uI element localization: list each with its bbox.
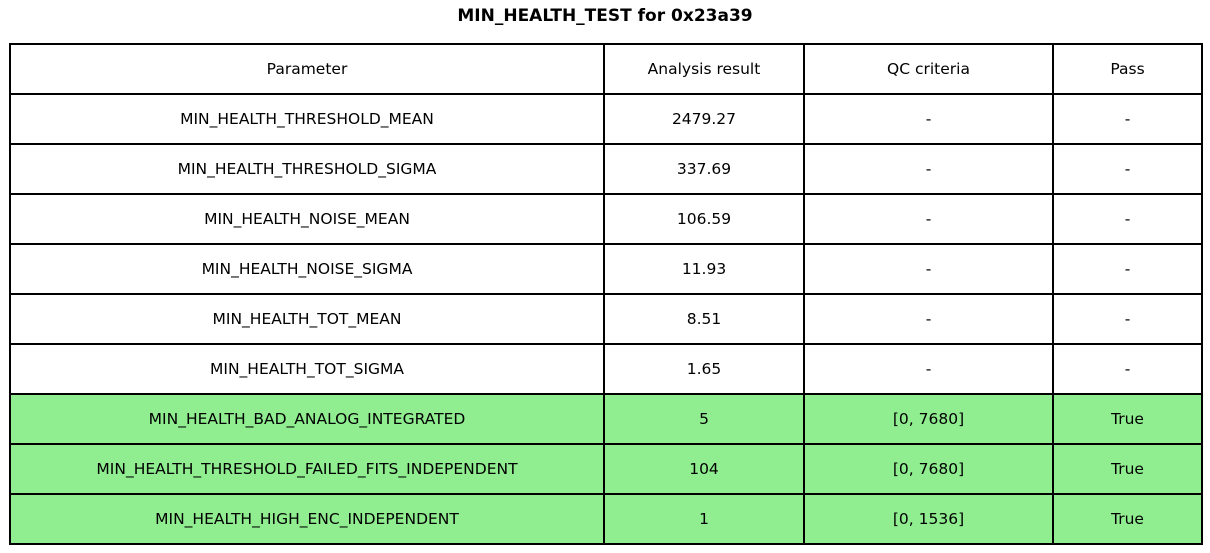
cell-pass: True [1052,443,1203,495]
qc-results-table: Parameter Analysis result QC criteria Pa… [9,43,1203,545]
cell-parameter: MIN_HEALTH_HIGH_ENC_INDEPENDENT [9,493,605,545]
table-row: MIN_HEALTH_THRESHOLD_MEAN 2479.27 - - [9,93,1203,145]
cell-qc-criteria: - [803,243,1054,295]
cell-analysis-result: 8.51 [603,293,805,345]
cell-parameter: MIN_HEALTH_BAD_ANALOG_INTEGRATED [9,393,605,445]
cell-pass: - [1052,293,1203,345]
column-header-pass: Pass [1052,43,1203,95]
cell-analysis-result: 104 [603,443,805,495]
cell-pass: - [1052,143,1203,195]
cell-pass: True [1052,493,1203,545]
cell-pass: - [1052,193,1203,245]
cell-pass: True [1052,393,1203,445]
cell-qc-criteria: [0, 7680] [803,393,1054,445]
table-row: MIN_HEALTH_TOT_MEAN 8.51 - - [9,293,1203,345]
cell-analysis-result: 11.93 [603,243,805,295]
cell-parameter: MIN_HEALTH_TOT_MEAN [9,293,605,345]
cell-qc-criteria: - [803,93,1054,145]
cell-qc-criteria: - [803,193,1054,245]
table-row-pass: MIN_HEALTH_HIGH_ENC_INDEPENDENT 1 [0, 15… [9,493,1203,545]
cell-parameter: MIN_HEALTH_NOISE_SIGMA [9,243,605,295]
table-row: MIN_HEALTH_NOISE_MEAN 106.59 - - [9,193,1203,245]
cell-parameter: MIN_HEALTH_THRESHOLD_SIGMA [9,143,605,195]
table-row-pass: MIN_HEALTH_BAD_ANALOG_INTEGRATED 5 [0, 7… [9,393,1203,445]
cell-analysis-result: 2479.27 [603,93,805,145]
cell-qc-criteria: - [803,293,1054,345]
column-header-parameter: Parameter [9,43,605,95]
cell-parameter: MIN_HEALTH_NOISE_MEAN [9,193,605,245]
table-row: MIN_HEALTH_NOISE_SIGMA 11.93 - - [9,243,1203,295]
header-row: Parameter Analysis result QC criteria Pa… [9,43,1203,95]
cell-qc-criteria: [0, 7680] [803,443,1054,495]
cell-analysis-result: 106.59 [603,193,805,245]
cell-pass: - [1052,343,1203,395]
column-header-analysis-result: Analysis result [603,43,805,95]
table-title: MIN_HEALTH_TEST for 0x23a39 [457,6,753,26]
cell-qc-criteria: [0, 1536] [803,493,1054,545]
cell-analysis-result: 337.69 [603,143,805,195]
cell-analysis-result: 1 [603,493,805,545]
cell-analysis-result: 5 [603,393,805,445]
cell-parameter: MIN_HEALTH_THRESHOLD_FAILED_FITS_INDEPEN… [9,443,605,495]
cell-parameter: MIN_HEALTH_TOT_SIGMA [9,343,605,395]
table-row: MIN_HEALTH_THRESHOLD_SIGMA 337.69 - - [9,143,1203,195]
cell-parameter: MIN_HEALTH_THRESHOLD_MEAN [9,93,605,145]
cell-qc-criteria: - [803,343,1054,395]
column-header-qc-criteria: QC criteria [803,43,1054,95]
cell-pass: - [1052,93,1203,145]
table-row-pass: MIN_HEALTH_THRESHOLD_FAILED_FITS_INDEPEN… [9,443,1203,495]
cell-analysis-result: 1.65 [603,343,805,395]
cell-qc-criteria: - [803,143,1054,195]
cell-pass: - [1052,243,1203,295]
table-row: MIN_HEALTH_TOT_SIGMA 1.65 - - [9,343,1203,395]
